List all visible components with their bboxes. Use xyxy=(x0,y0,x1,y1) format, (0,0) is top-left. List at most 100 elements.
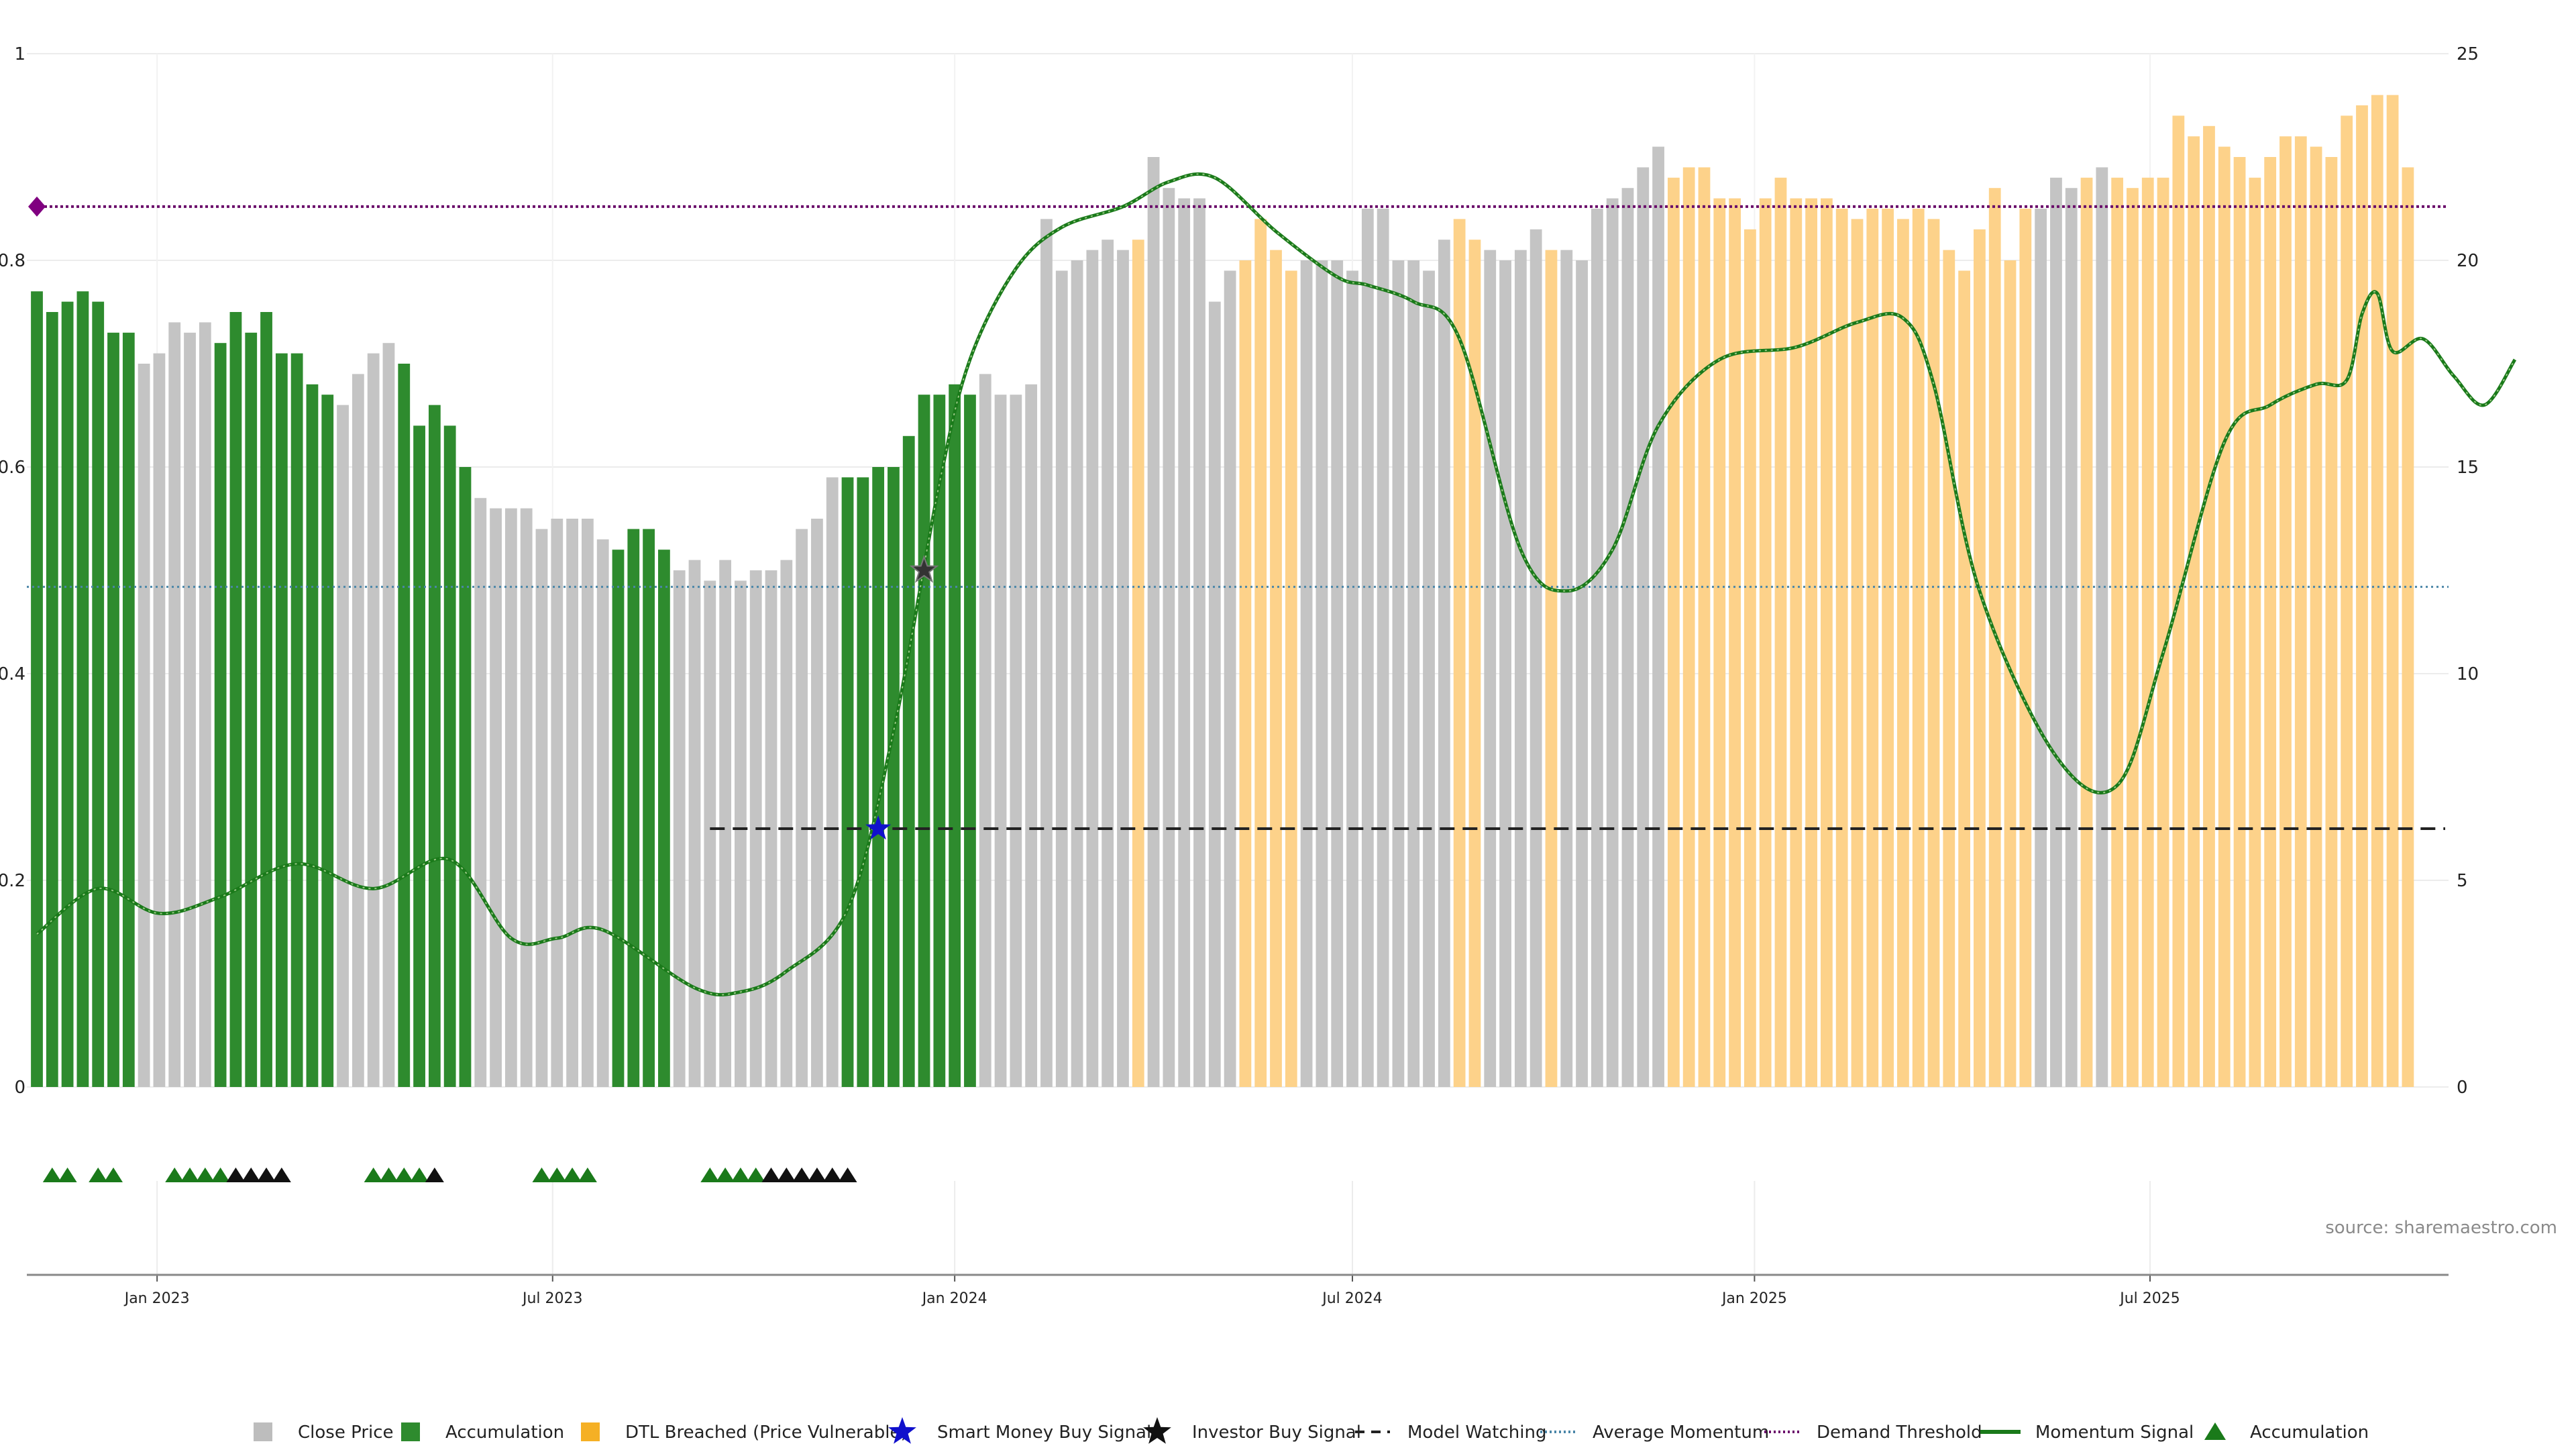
accumulation-marker-black xyxy=(807,1168,826,1182)
accumulation-marker xyxy=(563,1168,582,1182)
price-bar xyxy=(1239,260,1252,1087)
price-bar xyxy=(61,301,74,1088)
price-bar xyxy=(1835,209,1848,1087)
price-bar xyxy=(2096,167,2108,1087)
price-bar xyxy=(337,405,349,1087)
x-tick-label: Jul 2025 xyxy=(2118,1290,2180,1307)
price-bar xyxy=(2203,125,2215,1087)
right-tick-label: 0 xyxy=(2457,1078,2468,1098)
price-bar xyxy=(566,519,578,1087)
price-bar xyxy=(2188,136,2200,1088)
price-bar xyxy=(1377,209,1389,1087)
price-bar xyxy=(2050,177,2062,1087)
price-bar xyxy=(2356,105,2368,1087)
price-bar xyxy=(902,435,915,1087)
price-bar xyxy=(382,343,395,1088)
price-bar xyxy=(1392,260,1405,1087)
x-tick-label: Jan 2025 xyxy=(1721,1290,1787,1307)
smart-money-buy-signal xyxy=(865,815,892,840)
price-bar xyxy=(1102,240,1114,1088)
price-bar xyxy=(658,550,670,1087)
left-tick-label: 0.4 xyxy=(0,664,25,684)
price-bar xyxy=(2127,188,2139,1088)
accumulation-marker xyxy=(89,1168,108,1182)
price-bar xyxy=(1851,219,1864,1087)
x-tick-label: Jul 2023 xyxy=(521,1290,583,1307)
accumulation-marker xyxy=(58,1168,77,1182)
price-bar xyxy=(2402,167,2414,1087)
price-bar xyxy=(1927,219,1940,1087)
left-tick-label: 0.6 xyxy=(0,458,25,478)
accumulation-marker xyxy=(578,1168,597,1182)
accumulation-marker-black xyxy=(761,1168,781,1182)
legend-label: Smart Money Buy Signal xyxy=(937,1422,1151,1443)
price-bar xyxy=(199,322,211,1087)
price-bar xyxy=(1407,260,1420,1087)
price-bar xyxy=(704,580,716,1087)
price-bar xyxy=(1606,198,1619,1088)
price-bar xyxy=(979,374,991,1087)
accumulation-marker xyxy=(104,1168,123,1182)
accumulation-marker xyxy=(180,1168,200,1182)
price-bar xyxy=(765,570,777,1087)
price-bar xyxy=(796,529,808,1087)
price-bar xyxy=(1025,384,1038,1087)
price-bar xyxy=(1821,198,1833,1088)
right-tick-label: 20 xyxy=(2457,251,2479,271)
price-bar xyxy=(964,395,976,1088)
price-bar xyxy=(1040,219,1053,1087)
price-bar xyxy=(184,332,196,1087)
price-bar xyxy=(1438,240,1450,1088)
price-bar xyxy=(275,353,288,1087)
demand-threshold-marker xyxy=(28,196,46,217)
right-tick-label: 5 xyxy=(2457,871,2468,891)
price-bar xyxy=(459,467,472,1087)
price-bar xyxy=(2279,136,2292,1088)
legend-item: Average Momentum xyxy=(1540,1422,1769,1443)
price-bar xyxy=(2310,146,2322,1088)
price-bar xyxy=(443,425,456,1087)
price-bar xyxy=(1254,219,1267,1087)
price-bar xyxy=(918,395,930,1088)
accumulation-marker xyxy=(731,1168,750,1182)
accumulation-marker-black xyxy=(226,1168,246,1182)
accumulation-marker-black xyxy=(257,1168,276,1182)
price-bar xyxy=(1759,198,1772,1088)
price-bar xyxy=(1774,177,1787,1087)
price-bar xyxy=(1682,167,1695,1087)
price-bar xyxy=(1729,198,1741,1088)
bars xyxy=(31,95,2414,1088)
accumulation-marker-black xyxy=(272,1168,291,1182)
price-bar xyxy=(1514,250,1527,1088)
accumulation-marker-black xyxy=(822,1168,842,1182)
price-bar xyxy=(581,519,594,1087)
price-bar xyxy=(260,312,272,1087)
price-bar xyxy=(138,364,150,1087)
left-tick-label: 1 xyxy=(14,44,25,64)
legend-label: Average Momentum xyxy=(1593,1422,1769,1443)
price-bar xyxy=(2233,157,2246,1087)
price-bar xyxy=(643,529,655,1087)
price-bar xyxy=(76,291,89,1088)
price-bar xyxy=(1117,250,1129,1088)
price-bar xyxy=(1637,167,1650,1087)
price-bar xyxy=(2141,177,2154,1087)
accumulation-marker-black xyxy=(792,1168,812,1182)
price-bar xyxy=(1667,177,1680,1087)
momentum-signal xyxy=(36,172,2517,997)
price-bar xyxy=(2111,177,2124,1087)
price-bar xyxy=(1866,209,1879,1087)
price-bar xyxy=(1423,270,1435,1087)
price-bar xyxy=(2157,177,2169,1087)
legend-label: Momentum Signal xyxy=(2035,1422,2194,1443)
price-bar xyxy=(2065,188,2078,1088)
price-bar xyxy=(627,529,640,1087)
price-bar xyxy=(1270,250,1282,1088)
price-bar xyxy=(1453,219,1466,1087)
accumulation-marker-black xyxy=(838,1168,857,1182)
right-tick-label: 10 xyxy=(2457,664,2479,684)
price-bar xyxy=(857,477,869,1087)
price-bar xyxy=(1147,157,1160,1087)
price-bar xyxy=(1331,260,1344,1087)
